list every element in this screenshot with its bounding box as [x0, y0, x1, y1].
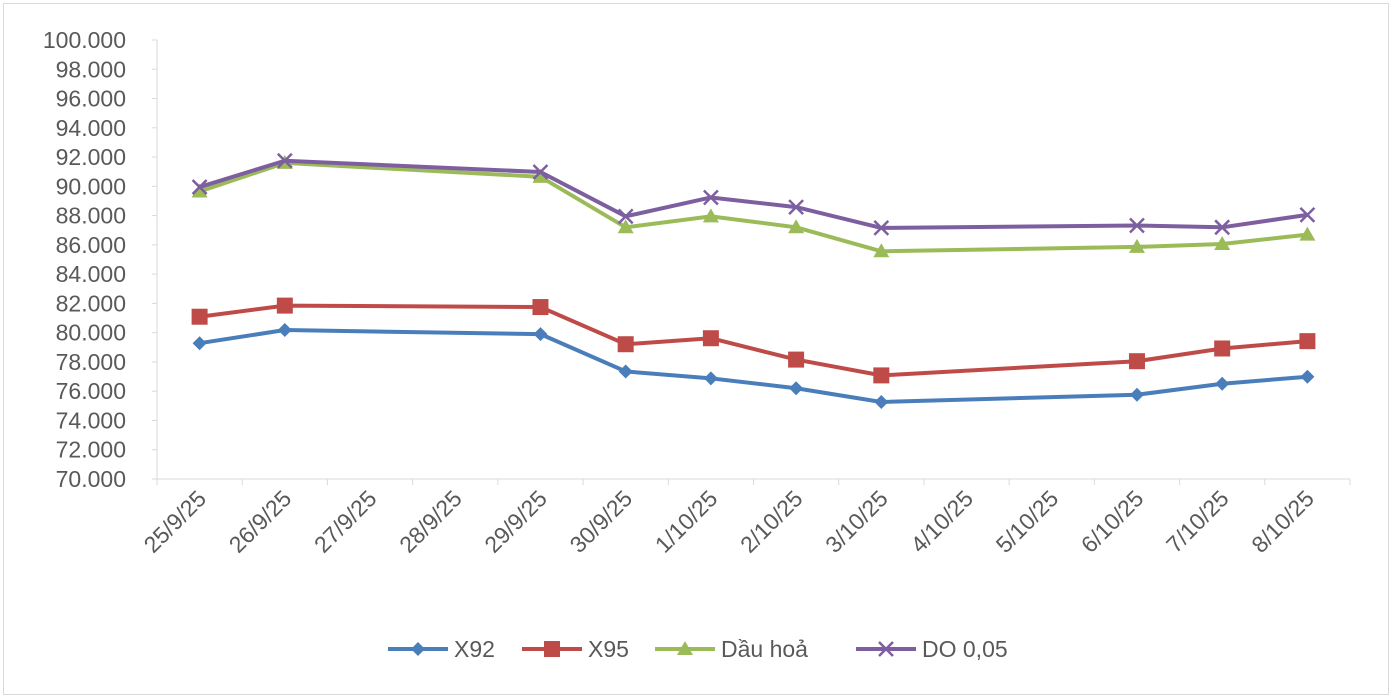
data-point [276, 297, 293, 314]
y-tick-label: 94.000 [56, 115, 126, 141]
series-layer [191, 152, 1316, 410]
data-point [277, 323, 292, 338]
data-point [191, 183, 208, 198]
y-tick-label: 84.000 [56, 261, 126, 287]
y-tick-label: 96.000 [56, 86, 126, 112]
data-point [873, 367, 890, 384]
series-d-u-ho- [191, 154, 1316, 258]
data-point [1129, 387, 1144, 402]
data-point [873, 243, 890, 258]
chart-frame [3, 3, 1389, 695]
series-line [198, 160, 1308, 254]
y-tick-label: 86.000 [56, 232, 126, 258]
legend-item: X92 [388, 636, 495, 662]
legend-label: X95 [588, 636, 629, 662]
data-point [788, 219, 805, 234]
y-tick-label: 92.000 [56, 144, 126, 170]
data-point [192, 336, 207, 351]
series-x95 [191, 297, 1316, 384]
x-tick-label: 25/9/25 [138, 485, 211, 558]
data-point [191, 308, 208, 325]
series-line [199, 158, 1308, 230]
legend-label: DO 0,05 [922, 636, 1008, 662]
y-axis: 70.000 72.000 74.000 76.000 78.000 80.000 82.0… [43, 27, 158, 492]
series-x92 [192, 323, 1315, 410]
data-point [1214, 219, 1231, 236]
data-point [532, 164, 549, 180]
data-point [532, 299, 549, 316]
y-tick-label: 88.000 [56, 203, 126, 229]
data-point [873, 220, 890, 236]
data-point [532, 168, 549, 183]
y-tick-label: 98.000 [56, 56, 126, 82]
data-point [703, 371, 718, 386]
data-point [1214, 235, 1231, 250]
data-point [617, 208, 634, 225]
x-tick-label: 26/9/25 [224, 485, 297, 558]
legend-item: Dầu hoả [655, 636, 808, 662]
x-tick-label: 7/10/25 [1161, 485, 1234, 558]
y-tick-label: 90.000 [56, 173, 126, 199]
y-tick-label: 76.000 [56, 378, 126, 404]
data-point [191, 179, 208, 195]
data-point [1128, 238, 1145, 253]
series-line [199, 328, 1308, 405]
legend-marker [544, 641, 560, 657]
data-point [1214, 340, 1231, 357]
y-tick-label: 72.000 [56, 437, 126, 463]
y-tick-label: 70.000 [56, 466, 126, 492]
legend-marker [677, 641, 693, 655]
x-tick-label: 8/10/25 [1246, 485, 1319, 558]
data-point [703, 189, 719, 206]
data-point [1215, 376, 1230, 391]
y-tick-label: 82.000 [56, 290, 126, 316]
data-point [1299, 206, 1316, 223]
x-tick-label: 1/10/25 [650, 485, 723, 558]
legend-marker [411, 642, 425, 656]
data-point [617, 219, 634, 234]
y-tick-label: 74.000 [56, 407, 126, 433]
legend-label: Dầu hoả [721, 636, 808, 662]
x-tick-label: 27/9/25 [309, 485, 382, 558]
data-point [874, 395, 889, 410]
x-tick-label: 30/9/25 [565, 485, 638, 558]
x-tick-label: 29/9/25 [479, 485, 552, 558]
y-tick-label: 100.000 [43, 27, 126, 53]
legend-item: DO 0,05 [856, 636, 1008, 662]
x-tick-label: 5/10/25 [991, 485, 1064, 558]
data-point [533, 327, 548, 342]
data-point [702, 330, 719, 347]
data-point [1299, 226, 1316, 241]
data-point [1299, 333, 1316, 350]
data-point [1129, 217, 1145, 234]
data-point [788, 199, 804, 215]
series-do-0-05 [191, 152, 1316, 236]
legend-label: X92 [454, 636, 495, 662]
y-tick-label: 80.000 [56, 320, 126, 346]
y-tick-label: 78.000 [56, 349, 126, 375]
data-point [788, 351, 805, 368]
legend-item: X95 [522, 636, 629, 662]
legend: X92 X95 Dầu hoả DO 0,05 [388, 636, 1008, 662]
x-tick-label: 28/9/25 [394, 485, 467, 558]
x-axis: 25/9/25 26/9/25 27/9/25 28/9/25 29/9/25 30/9/… [138, 478, 1351, 558]
data-point [276, 152, 293, 169]
x-tick-label: 2/10/25 [735, 485, 808, 558]
series-line [199, 303, 1308, 378]
data-point [702, 208, 719, 223]
x-tick-label: 6/10/25 [1076, 485, 1149, 558]
data-point [789, 381, 804, 396]
legend-marker [878, 641, 894, 657]
data-point [1300, 369, 1315, 384]
x-tick-label: 4/10/25 [905, 485, 978, 558]
data-point [618, 364, 633, 379]
data-point [617, 336, 634, 353]
data-point [1128, 353, 1145, 370]
x-tick-label: 3/10/25 [820, 485, 893, 558]
